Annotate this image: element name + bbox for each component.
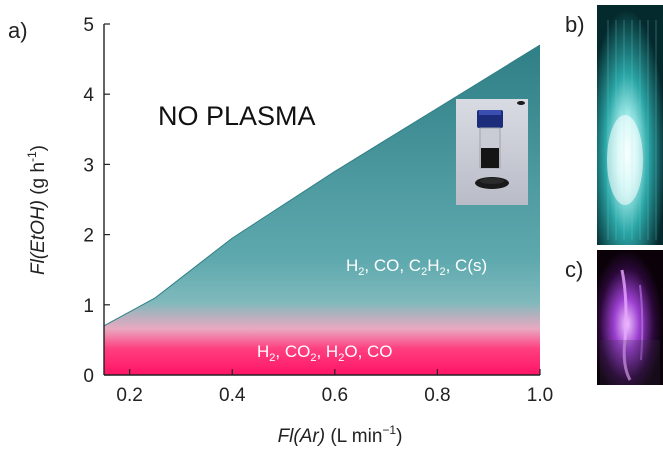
y-tick-label: 2 — [83, 226, 94, 247]
panel-label-b: b) — [565, 12, 585, 37]
x-tick-label: 0.8 — [424, 385, 450, 406]
y-axis-title: Fl(EtOH) (g h-1) — [25, 145, 49, 275]
plot-area: NO PLASMA H2, CO, C2H2, C(s) H2, CO2, H2… — [103, 44, 541, 376]
x-tick-label: 0.2 — [116, 385, 142, 406]
photo-plasma-purple — [597, 250, 663, 385]
region-label-lower: H2, CO2, H2O, CO — [257, 342, 393, 364]
region-label-upper: H2, CO, C2H2, C(s) — [346, 256, 487, 278]
x-tick-label: 1.0 — [527, 385, 553, 406]
x-axis-title: Fl(Ar) (L min−1) — [278, 423, 403, 447]
panel-label-a: a) — [8, 18, 28, 43]
x-tick-label: 0.6 — [322, 385, 348, 406]
x-tick-label: 0.4 — [219, 385, 246, 406]
region-label-no-plasma: NO PLASMA — [158, 101, 316, 131]
panel-label-c: c) — [565, 257, 583, 282]
y-tick-label: 1 — [83, 296, 94, 317]
plasma-boundary-line — [103, 44, 541, 327]
inset-vial-photo — [456, 99, 528, 205]
axes: 0.2 0.4 0.6 0.8 1.0 0 1 2 3 4 5 — [83, 15, 553, 406]
y-tick-label: 5 — [83, 15, 94, 36]
y-tick-label: 0 — [83, 366, 94, 387]
photo-plasma-cyan — [597, 5, 663, 245]
y-tick-label: 3 — [83, 155, 94, 176]
y-tick-label: 4 — [83, 85, 94, 106]
reaction-region-area — [104, 45, 540, 376]
